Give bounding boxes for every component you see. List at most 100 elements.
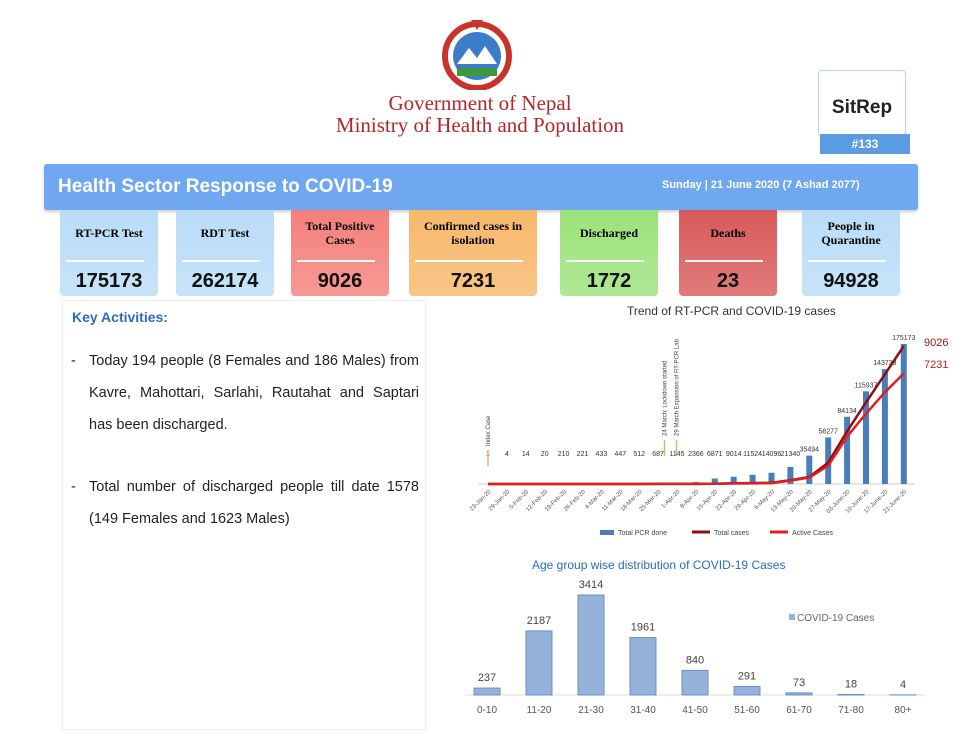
line-total-cases [488, 345, 905, 486]
end-label-active: 7231 [924, 359, 948, 371]
stat-value: 94928 [823, 270, 879, 292]
pcr-bar [806, 455, 813, 484]
divider [297, 260, 375, 262]
age-bar [785, 692, 813, 696]
age-chart-title: Age group wise distribution of COVID-19 … [532, 558, 786, 572]
stat-label: RDT Test [200, 226, 250, 240]
stat-value: 23 [716, 270, 740, 292]
stat-value: 262174 [191, 270, 259, 292]
ministry-heading: Government of Nepal Ministry of Health a… [300, 92, 660, 136]
stat-card: RDT Test 262174 [176, 210, 274, 296]
legend-swatch [789, 614, 795, 620]
data-label: 9014 [726, 451, 742, 458]
stat-card: Deaths 23 [679, 210, 777, 296]
divider [566, 260, 644, 262]
pcr-bar [749, 474, 756, 484]
data-label: 175173 [892, 335, 915, 342]
pcr-bar [844, 416, 851, 484]
stat-label: Deaths [710, 226, 746, 240]
data-label: 291 [738, 670, 756, 682]
data-label: 18 [845, 678, 857, 690]
legend-label: Total PCR done [618, 530, 667, 537]
annotation-label: 29 March Expansion of RT-PCR Lab [675, 338, 681, 436]
government-name: Government of Nepal [388, 91, 572, 115]
stat-label: Confirmed cases in isolation [424, 219, 522, 247]
x-tick-label: 29-Jan-20 [488, 489, 512, 513]
divider [685, 260, 763, 262]
age-bar [525, 630, 553, 696]
data-label: 6871 [707, 451, 723, 458]
trend-chart: 123-Jan-20429-Jan-20145-Feb-202012-Feb-2… [469, 335, 948, 537]
data-label: 221 [577, 451, 589, 458]
divider [808, 260, 886, 262]
stat-card: RT-PCR Test 175173 [60, 210, 158, 296]
age-bar [733, 685, 761, 696]
annotation-label: Index Case [486, 415, 492, 446]
data-label: 115937 [855, 382, 878, 389]
data-label: 237 [478, 672, 496, 684]
divider [415, 260, 523, 262]
stat-label: Discharged [580, 226, 638, 240]
stat-card: People in Quarantine 94928 [802, 210, 900, 296]
age-bar [473, 687, 501, 696]
legend-label: Active Cases [792, 530, 833, 537]
data-label: 35494 [800, 447, 820, 454]
x-tick-label: 21-30 [578, 705, 604, 716]
x-tick-label: 41-50 [682, 705, 708, 716]
data-label: 512 [633, 451, 645, 458]
stat-card: Total Positive Cases 9026 [291, 210, 389, 296]
data-label: 58277 [818, 428, 838, 435]
data-label: 2366 [688, 451, 704, 458]
data-label: 4 [505, 451, 509, 458]
stat-value: 175173 [75, 270, 143, 292]
key-activities-title: Key Activities: [72, 309, 168, 325]
pcr-bar [787, 466, 794, 484]
age-bar [837, 693, 865, 696]
x-tick-label: 71-80 [838, 705, 864, 716]
pcr-bar [863, 391, 869, 484]
activity-item: - Today 194 people (8 Females and 186 Mal… [71, 345, 419, 441]
data-label: 1961 [631, 622, 655, 634]
divider [66, 260, 144, 262]
key-activities-panel: Key Activities: - Today 194 people (8 Fem… [62, 300, 426, 730]
data-label: 11524 [743, 451, 762, 458]
sitrep-number: #133 [820, 134, 910, 154]
x-tick-label: 0-10 [477, 705, 497, 716]
pcr-bar [711, 478, 718, 484]
data-label: 20 [541, 451, 549, 458]
data-label: 143733 [873, 360, 896, 367]
pcr-bar [730, 476, 737, 484]
title-banner: Health Sector Response to COVID-19 Sunda… [44, 164, 918, 210]
data-label: 73 [793, 677, 805, 689]
x-tick-label: 80+ [895, 705, 912, 716]
x-tick-label: 31-40 [630, 705, 656, 716]
end-label-total: 9026 [924, 337, 948, 349]
data-label: 2187 [527, 615, 551, 627]
data-label: 14096 [762, 451, 782, 458]
nepal-emblem-logo [442, 20, 512, 90]
data-label: 840 [686, 654, 704, 666]
data-label: 447 [614, 451, 626, 458]
pcr-bar [768, 472, 775, 484]
trend-chart-title: Trend of RT-PCR and COVID-19 cases [627, 304, 836, 318]
stat-value: 9026 [317, 270, 363, 292]
data-label: 4 [900, 679, 906, 691]
sitrep-label: SitRep [831, 97, 893, 118]
divider [182, 260, 260, 262]
data-label: 687 [652, 451, 664, 458]
data-label: 3414 [579, 579, 603, 591]
annotation-label: 24 March: Lockdown started [663, 361, 669, 436]
age-bar [629, 637, 657, 696]
stat-card: Discharged 1772 [560, 210, 658, 296]
data-label: 433 [596, 451, 608, 458]
sitrep-badge: SitRep [818, 70, 906, 136]
report-date: Sunday | 21 June 2020 (7 Ashad 2077) [662, 179, 860, 191]
stat-label: People in Quarantine [821, 219, 881, 247]
activity-text: Total number of discharged people till d… [89, 479, 419, 527]
ministry-name: Ministry of Health and Population [335, 113, 625, 137]
x-tick-label: 51-60 [734, 705, 760, 716]
pcr-bar [881, 369, 888, 484]
x-tick-label: 1-Apr-20 [661, 489, 682, 510]
age-bar [681, 669, 709, 696]
data-label: 210 [558, 451, 570, 458]
